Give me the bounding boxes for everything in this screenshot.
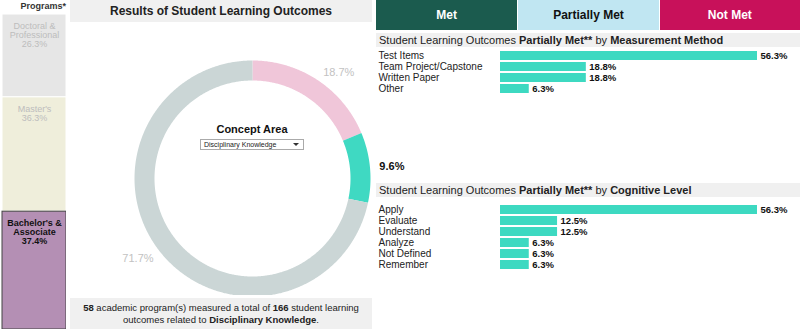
svg-text:6.3%: 6.3% bbox=[532, 237, 554, 248]
svg-text:Remember: Remember bbox=[379, 259, 429, 270]
html-text:Concept Area: Concept Area bbox=[216, 123, 288, 135]
svg-text:12.5%: 12.5% bbox=[561, 215, 588, 226]
svg-text:Analyze: Analyze bbox=[379, 237, 415, 248]
svg-text:18.8%: 18.8% bbox=[589, 72, 616, 83]
html-text:Met: Met bbox=[436, 8, 457, 22]
html-text:Partially Met: Partially Met bbox=[553, 8, 624, 22]
html-text:Student Learning Outcomes Part: Student Learning Outcomes Partially Met*… bbox=[379, 184, 692, 196]
html-text:58 academic program(s) measure: 58 academic program(s) measured a total … bbox=[83, 301, 359, 325]
svg-text:Apply: Apply bbox=[379, 204, 404, 215]
svg-text:Not Defined: Not Defined bbox=[379, 248, 432, 259]
svg-text:Written Paper: Written Paper bbox=[379, 72, 441, 83]
svg-text:6.3%: 6.3% bbox=[532, 248, 554, 259]
svg-text:18.8%: 18.8% bbox=[589, 61, 616, 72]
svg-text:Doctoral &Professional26.3%: Doctoral &Professional26.3% bbox=[7, 21, 61, 49]
svg-text:Doctoral &Professional26.3%: Doctoral &Professional26.3% bbox=[10, 21, 60, 49]
svg-text:56.3%: 56.3% bbox=[761, 50, 788, 61]
html-text:Results of Student Learning Ou: Results of Student Learning Outcomes bbox=[110, 4, 332, 18]
svg-text:6.3%: 6.3% bbox=[532, 259, 554, 270]
html-text:Not Met: Not Met bbox=[707, 8, 752, 22]
svg-text:18.7%: 18.7% bbox=[323, 66, 354, 78]
html-text:Programs*: Programs* bbox=[20, 1, 66, 11]
html-text:Student Learning Outcomes Part: Student Learning Outcomes Partially Met*… bbox=[379, 34, 724, 46]
svg-text:56.3%: 56.3% bbox=[761, 204, 788, 215]
svg-text:12.5%: 12.5% bbox=[561, 226, 588, 237]
svg-text:9.6%: 9.6% bbox=[379, 160, 404, 172]
svg-text:Master's36.3%: Master's36.3% bbox=[16, 104, 52, 123]
svg-text:Test Items: Test Items bbox=[379, 50, 425, 61]
svg-text:Master's36.3%: Master's36.3% bbox=[18, 104, 52, 123]
svg-text:71.7%: 71.7% bbox=[122, 252, 153, 264]
svg-text:Other: Other bbox=[379, 83, 405, 94]
svg-text:6.3%: 6.3% bbox=[532, 83, 554, 94]
svg-text:Evaluate: Evaluate bbox=[379, 215, 418, 226]
html-text:Disciplinary Knowledge: Disciplinary Knowledge bbox=[204, 141, 277, 148]
svg-text:Bachelor's &Associate37.4%: Bachelor's &Associate37.4% bbox=[7, 218, 62, 246]
svg-text:Team Project/Capstone: Team Project/Capstone bbox=[379, 61, 483, 72]
svg-text:Understand: Understand bbox=[379, 226, 431, 237]
